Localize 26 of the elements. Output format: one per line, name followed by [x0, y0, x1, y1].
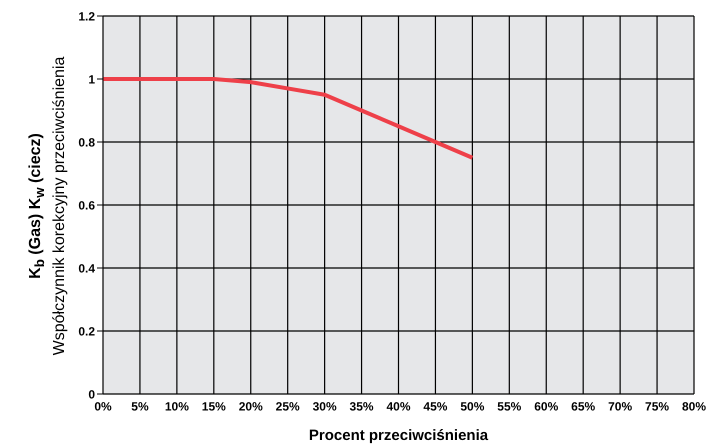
y-tick-label: 1.2 — [78, 9, 96, 24]
line-series — [103, 77, 474, 160]
x-tick-label: 80% — [682, 400, 706, 414]
y-tick-label: 0.6 — [78, 198, 96, 212]
x-tick-label: 55% — [497, 400, 522, 414]
x-tick-label: 40% — [386, 400, 411, 414]
x-tick-label: 5% — [131, 400, 149, 414]
y-tick-label: 0 — [88, 387, 96, 402]
x-tick-label: 65% — [571, 400, 596, 414]
x-tick-label: 60% — [534, 400, 559, 414]
y-tick-label: 1 — [88, 72, 96, 86]
y-tick-label: 0.4 — [78, 261, 96, 276]
x-tick-label: 15% — [202, 400, 226, 414]
x-tick-label: 10% — [164, 400, 190, 414]
x-tick-label: 35% — [350, 400, 374, 414]
x-tick-label: 75% — [645, 400, 670, 414]
y-tick-label: 0.8 — [78, 135, 96, 150]
x-tick-label: 70% — [608, 400, 632, 414]
x-tick-label: 30% — [312, 400, 337, 414]
x-tick-label: 45% — [423, 400, 448, 414]
y-tick-label: 0.2 — [78, 324, 96, 338]
x-tick-label: 50% — [460, 400, 485, 414]
x-tick-label: 20% — [238, 400, 264, 414]
x-axis-title: Procent przeciwciśnienia — [308, 427, 489, 444]
x-tick-label: 25% — [276, 400, 300, 414]
x-tick-label: 0% — [94, 400, 112, 414]
